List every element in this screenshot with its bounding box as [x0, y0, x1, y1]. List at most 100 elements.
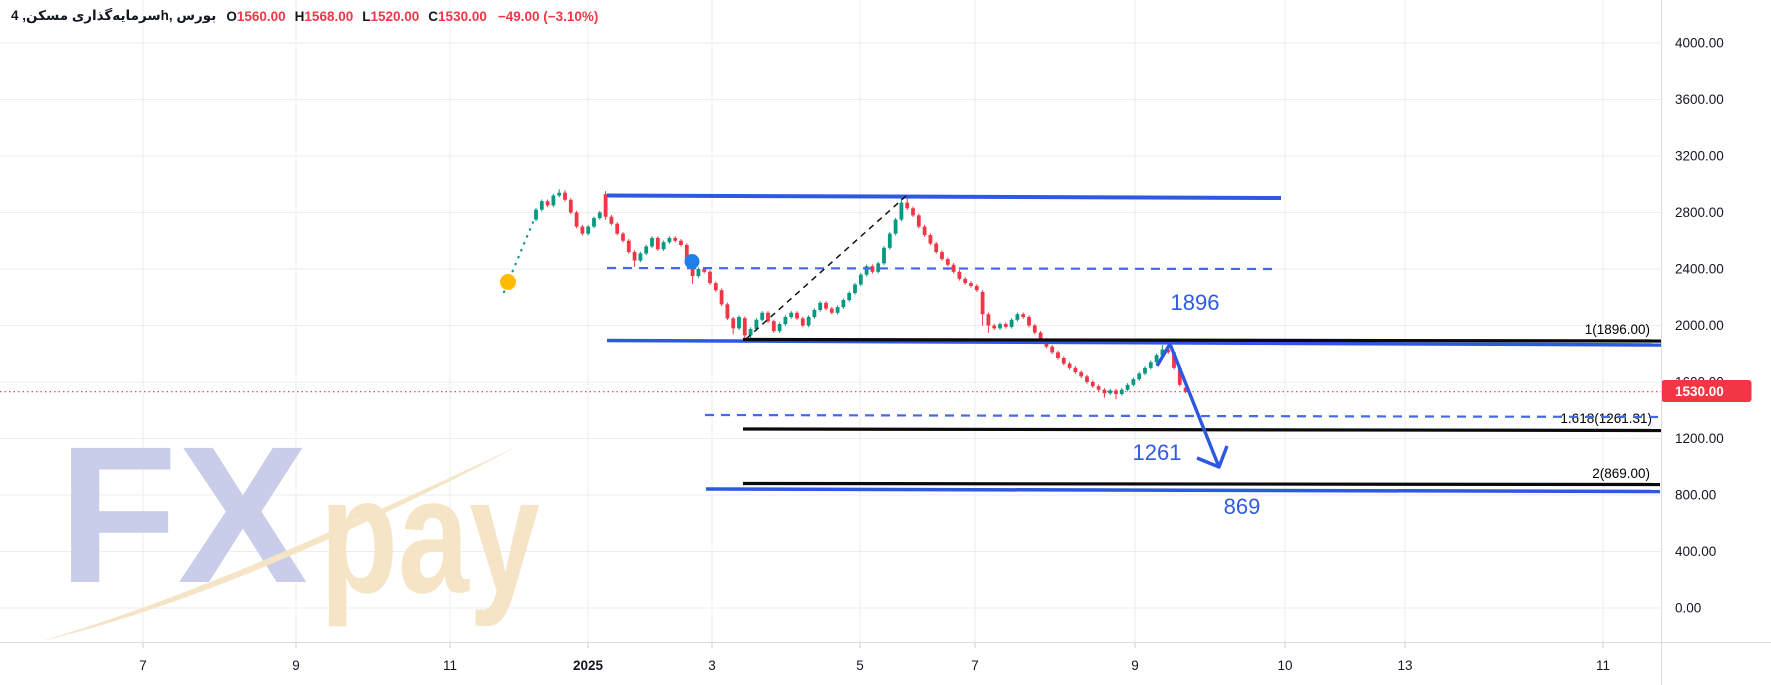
watermark-pay-text: pay	[320, 443, 540, 627]
candle	[824, 302, 828, 309]
candle	[1003, 324, 1008, 327]
candle	[928, 235, 933, 244]
fib-2-line	[742, 481, 1661, 487]
candle	[1032, 325, 1037, 333]
candle	[551, 195, 556, 206]
candle	[545, 201, 550, 206]
fib-label: 2(869.00)	[1592, 466, 1650, 481]
candle	[650, 237, 654, 247]
candle	[615, 223, 620, 234]
y-axis-label: 2400.00	[1675, 262, 1724, 277]
candle	[632, 252, 637, 261]
candle	[621, 233, 625, 241]
fib-label: 1(1896.00)	[1585, 322, 1650, 337]
grid-lines	[0, 0, 1661, 642]
candle	[829, 308, 834, 313]
candle	[1177, 367, 1182, 385]
candle	[893, 219, 898, 234]
candle	[882, 247, 886, 264]
candle	[777, 324, 782, 332]
candle	[847, 293, 852, 301]
annotation-1261: 1261	[1133, 440, 1182, 465]
candle	[911, 208, 915, 216]
y-axis-label: 3600.00	[1675, 92, 1724, 107]
blue-869-line	[705, 487, 1661, 494]
candle	[1015, 314, 1020, 320]
candle	[1160, 349, 1165, 356]
last-price-tag: 1530.00	[1661, 380, 1752, 402]
candle	[557, 192, 562, 196]
candle	[812, 309, 817, 318]
lower-channel-line	[606, 338, 1662, 347]
annotation-1896: 1896	[1171, 290, 1220, 315]
candle	[638, 253, 643, 261]
candle	[974, 285, 979, 291]
candle	[580, 226, 585, 234]
candle	[586, 226, 591, 234]
candle	[1102, 389, 1107, 394]
x-axis-label: 9	[1131, 658, 1139, 673]
price-change: −49.00 (−3.10%)	[497, 8, 599, 24]
y-axis-label: 0.00	[1675, 601, 1701, 616]
upper-channel-line	[606, 193, 1282, 200]
candle	[684, 244, 689, 262]
candle	[806, 317, 811, 326]
candle	[1108, 390, 1113, 394]
x-axis-label: 13	[1397, 658, 1412, 673]
candle	[1038, 332, 1043, 340]
candle	[963, 278, 968, 284]
candle	[940, 252, 944, 260]
candle	[887, 233, 892, 248]
y-axis-label: 2800.00	[1675, 205, 1724, 220]
dashed-1261-line	[704, 413, 1662, 419]
ohlc-low: L1520.00	[362, 8, 420, 24]
candle	[986, 314, 991, 326]
candle	[713, 283, 718, 291]
x-axis-label: 10	[1277, 658, 1292, 673]
candle	[667, 237, 672, 243]
fib-1618-line	[742, 427, 1662, 433]
candle	[945, 259, 950, 265]
candle	[1061, 357, 1066, 364]
ohlc-high: H1568.00	[294, 8, 354, 24]
candle	[998, 324, 1002, 329]
fib-1-line	[742, 337, 1662, 343]
x-axis-label: 2025	[573, 658, 604, 673]
candle	[661, 242, 666, 250]
candle	[916, 215, 921, 227]
candle	[899, 202, 904, 220]
candle	[696, 269, 701, 277]
candle	[603, 194, 608, 217]
candle	[1050, 346, 1055, 353]
candle	[1131, 379, 1136, 385]
candle	[737, 317, 741, 329]
x-axis-label: 7	[139, 658, 147, 673]
time-axis: 7 9 11 2025 3 5 7 9 10 13 11	[139, 642, 1610, 673]
candle	[789, 312, 794, 318]
candle	[742, 318, 747, 336]
candle	[876, 263, 881, 272]
candle	[1137, 373, 1142, 380]
candle	[1021, 314, 1026, 318]
candle	[1027, 317, 1031, 326]
candle	[1114, 390, 1118, 395]
price-axis: 4000.00 3600.00 3200.00 2800.00 2400.00 2000.…	[1675, 36, 1724, 616]
candle	[922, 226, 927, 236]
candle	[673, 237, 678, 241]
candle	[539, 201, 544, 210]
candle	[800, 318, 805, 326]
candle	[864, 266, 869, 275]
candle	[754, 319, 759, 330]
candle	[992, 325, 997, 329]
candle	[858, 274, 863, 285]
candle	[655, 237, 660, 250]
candle	[1166, 349, 1171, 353]
candle	[597, 212, 602, 219]
trendline-dashed	[745, 195, 907, 340]
candle	[725, 304, 730, 319]
anchor-yellow	[500, 274, 516, 290]
ohlc-close: C1530.00	[428, 8, 487, 24]
symbol-legend[interactable]: سرمایه‌گذاری مسکن, 4h, بورس O1560.00 H15…	[11, 7, 598, 25]
